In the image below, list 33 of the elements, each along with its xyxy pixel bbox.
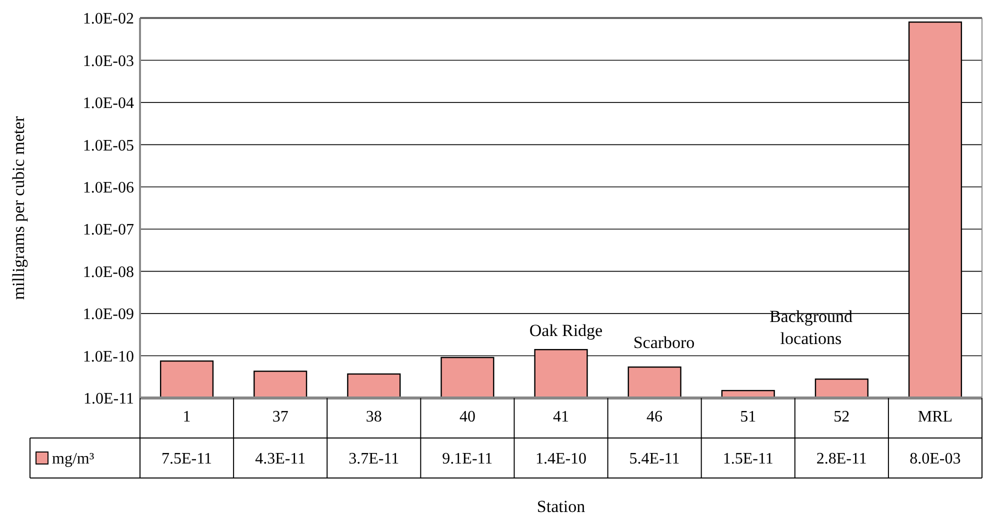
annotation: Scarboro [633, 333, 695, 352]
y-tick-label: 1.0E-07 [82, 222, 134, 239]
y-tick-label: 1.0E-02 [82, 10, 134, 28]
y-tick-label: 1.0E-03 [82, 52, 134, 70]
data-label: 1.4E-10 [535, 450, 587, 468]
x-tick-label: 40 [459, 408, 476, 426]
y-tick-label: 1.0E-09 [82, 306, 134, 324]
data-label: 5.4E-11 [629, 450, 680, 468]
x-tick-label: MRL [918, 408, 953, 426]
x-tick-label: 37 [272, 408, 288, 426]
y-tick-label: 1.0E-11 [83, 390, 134, 408]
y-axis-title: milligrams per cubic meter [9, 116, 28, 300]
y-tick-label: 1.0E-05 [82, 137, 134, 154]
x-axis-title: Station [536, 496, 586, 514]
x-tick-label: 1 [182, 408, 191, 426]
data-label: 1.5E-11 [722, 450, 774, 468]
data-label: 7.5E-11 [162, 450, 212, 468]
x-tick-label: 46 [646, 408, 663, 426]
y-tick-label: 1.0E-10 [82, 348, 134, 366]
y-tick-label: 1.0E-04 [82, 95, 134, 112]
y-tick-label: 1.0E-08 [82, 264, 134, 281]
legend-label: mg/m³ [52, 450, 94, 468]
x-tick-label: 38 [366, 408, 382, 426]
data-label: 2.8E-11 [816, 450, 867, 468]
x-tick-label: 41 [553, 408, 569, 426]
data-label: 8.0E-03 [910, 450, 961, 468]
x-tick-label: 52 [834, 408, 850, 426]
data-label: 3.7E-11 [348, 450, 400, 468]
data-label: 4.3E-11 [255, 450, 306, 468]
annotation: Oak Ridge [529, 321, 603, 340]
x-tick-label: 51 [740, 408, 756, 426]
y-tick-label: 1.0E-06 [82, 179, 134, 196]
data-label: 9.1E-11 [442, 450, 493, 468]
